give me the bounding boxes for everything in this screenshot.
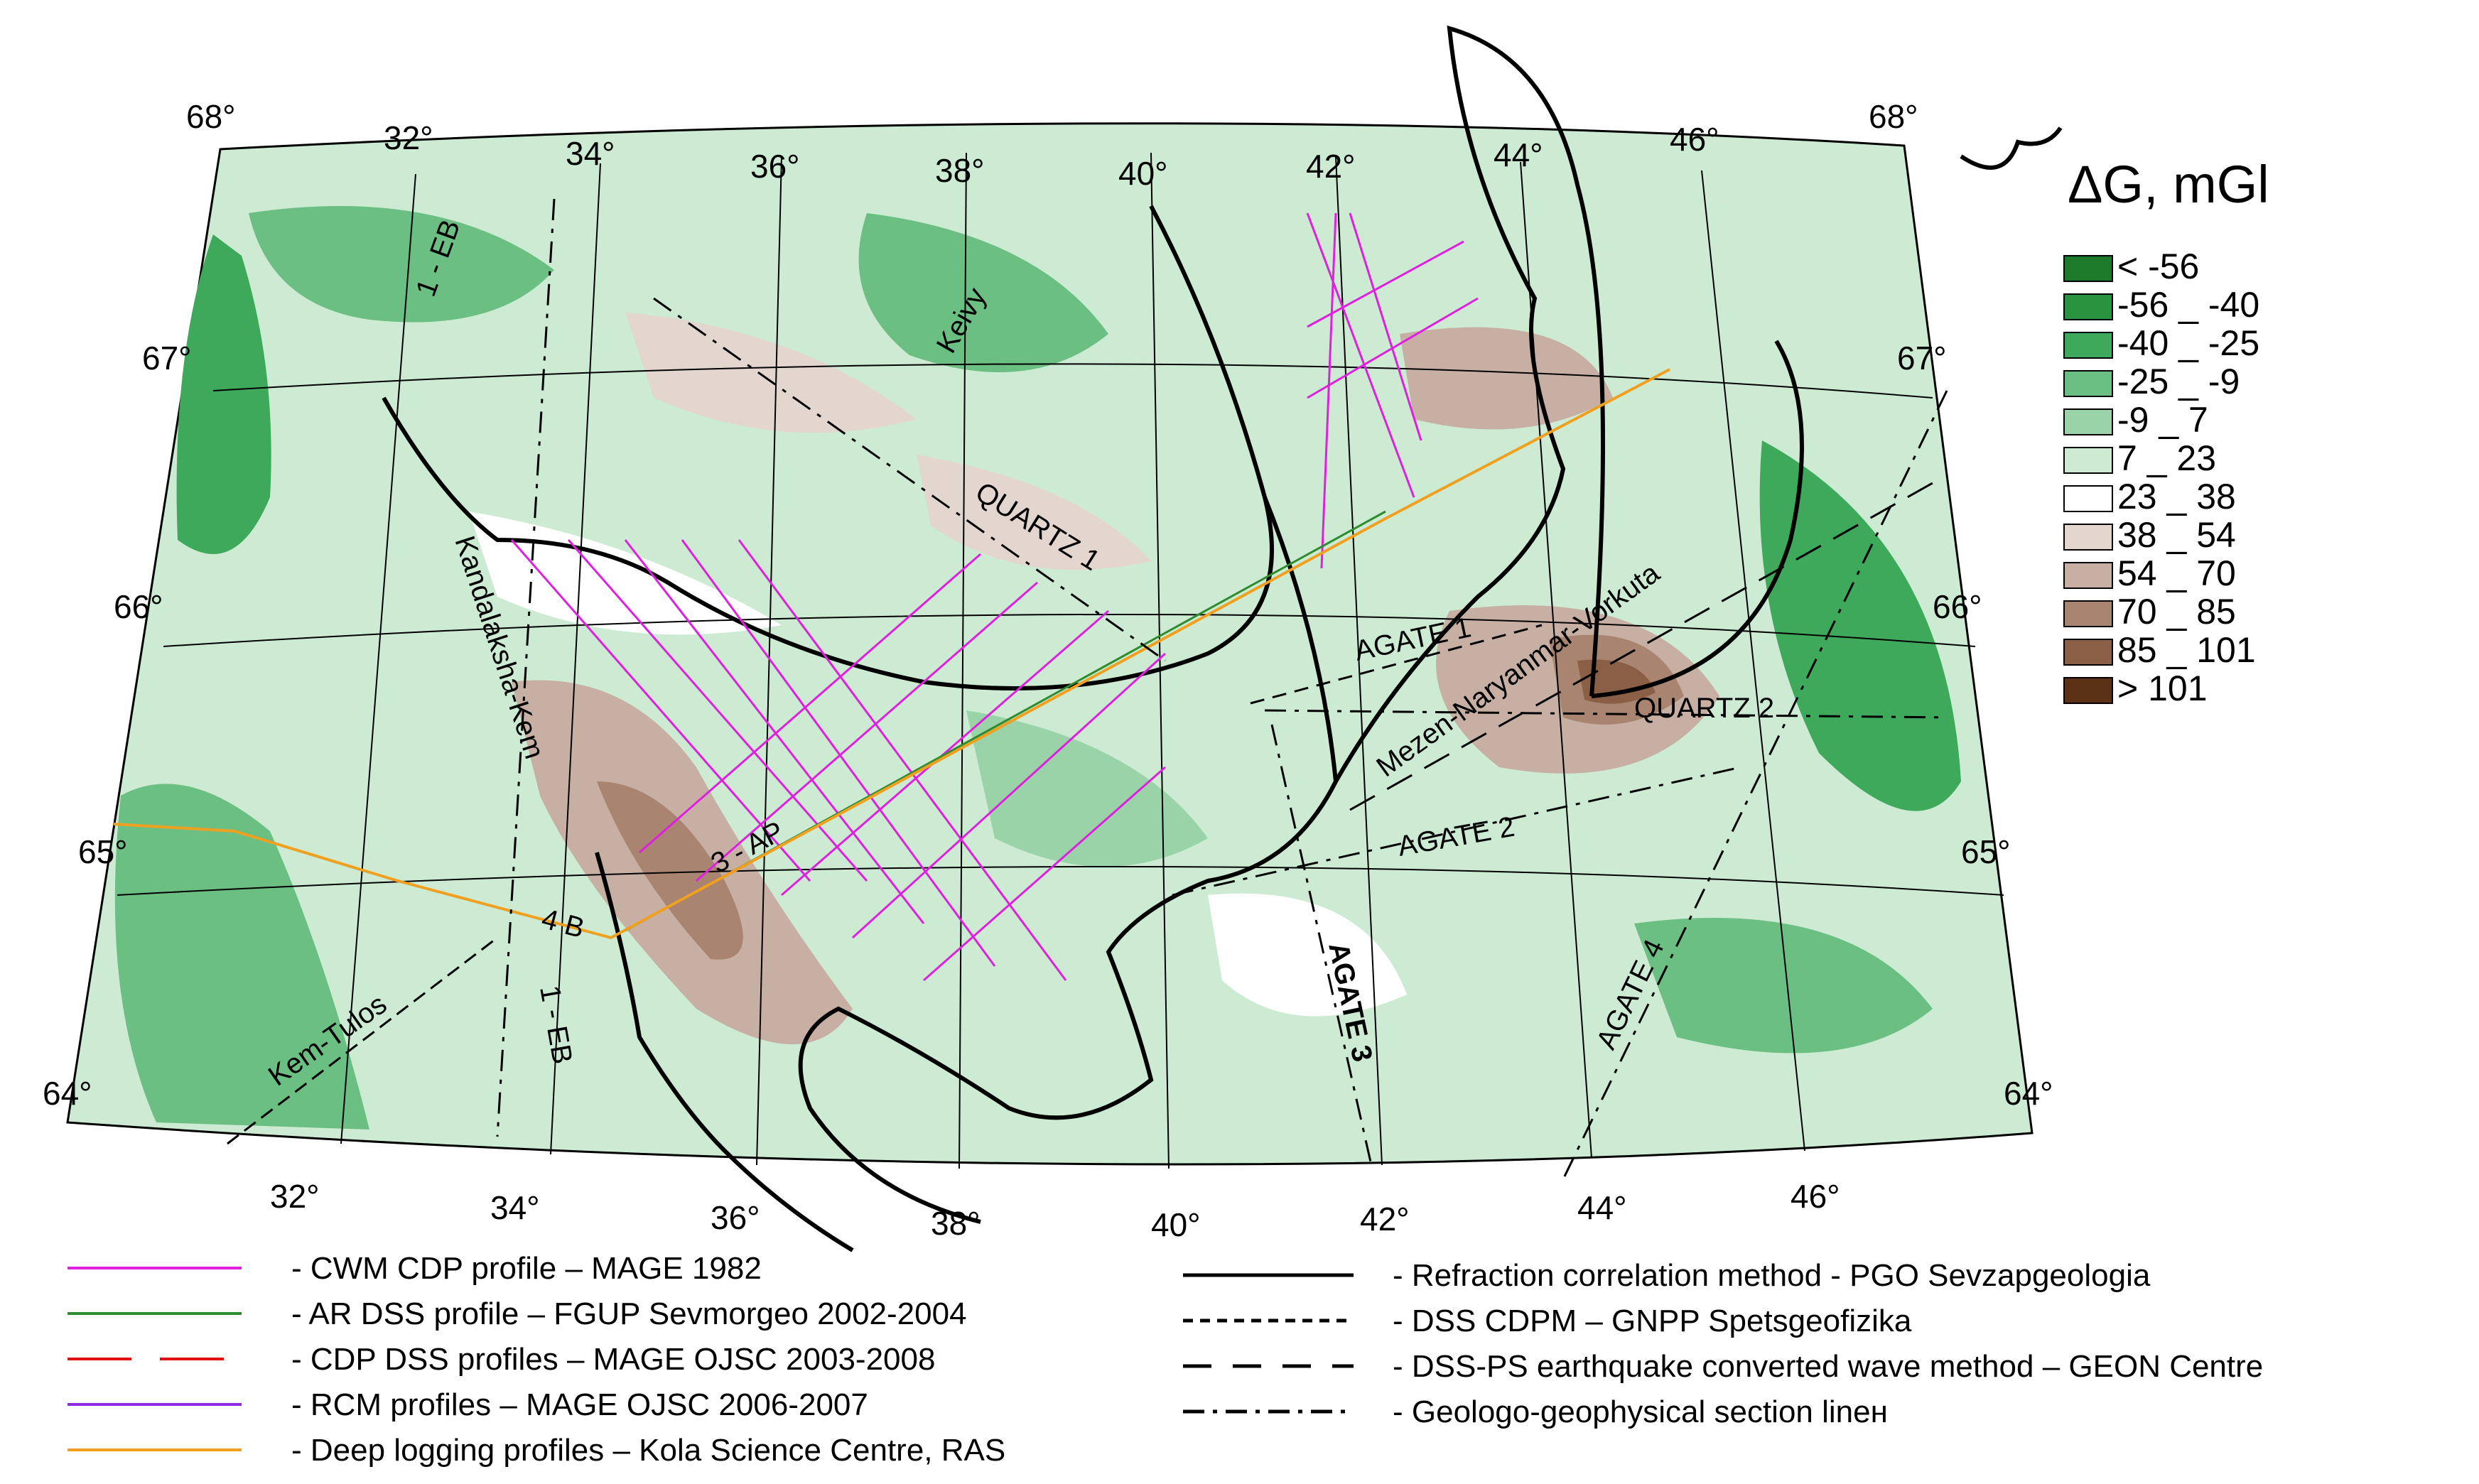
legend-label-6: 23 _ 38 xyxy=(2117,477,2236,516)
legend-swatch-2 xyxy=(2063,332,2113,359)
top-lon-label-4: 38° xyxy=(935,152,985,189)
legend-label-10: 85 _ 101 xyxy=(2117,630,2256,670)
legend-swatch-1 xyxy=(2063,293,2113,320)
bottom-lon-label-6: 44° xyxy=(1577,1189,1627,1226)
legend-label-3: -25 _ -9 xyxy=(2117,362,2240,401)
right-lat-label-0: 67° xyxy=(1897,340,1947,377)
quartz-2-line xyxy=(1264,709,1948,719)
quartz-1-line xyxy=(653,297,1166,662)
top-lon-label-6: 42° xyxy=(1306,148,1356,185)
bottom-lon-label-5: 42° xyxy=(1360,1201,1410,1237)
bottom-lon-label-7: 46° xyxy=(1791,1178,1840,1215)
legend-swatch-8 xyxy=(2063,562,2113,589)
deep-logging-profile xyxy=(113,368,1670,940)
profile-label-quartz-2: QUARTZ 2 xyxy=(1634,693,1774,724)
legend-title: ΔG, mGl xyxy=(2068,155,2269,214)
legend-label-11: > 101 xyxy=(2117,668,2208,708)
bottom-lon-label-2: 36° xyxy=(711,1199,760,1236)
legend-swatch-11 xyxy=(2063,677,2113,704)
profile-legend-right-label-2: - DSS-PS earthquake converted wave metho… xyxy=(1393,1349,2263,1384)
profile-legend: - CWM CDP profile – MAGE 1982 - AR DSS pr… xyxy=(67,1251,2263,1468)
graticule-labels: 68° 32° 34° 36° 38° 40° 42° 44° 46° 68° … xyxy=(43,98,2053,1243)
top-lon-label-1: 32° xyxy=(384,119,433,156)
left-lat-label-1: 66° xyxy=(114,588,163,625)
bottom-lon-label-3: 38° xyxy=(931,1205,981,1242)
graticule xyxy=(117,152,2004,1169)
top-lon-label-8: 46° xyxy=(1670,121,1719,158)
legend-label-7: 38 _ 54 xyxy=(2117,515,2236,555)
gravity-legend: ΔG, mGl < -56-56 _ -40-40 _ -25-25 _ -9-… xyxy=(2063,155,2269,708)
bottom-lon-label-0: 32° xyxy=(270,1178,320,1215)
survey-profiles xyxy=(113,198,1948,1180)
legend-label-4: -9 _ 7 xyxy=(2117,400,2208,440)
coastlines xyxy=(382,25,2063,1252)
agate-2-line xyxy=(1172,766,1741,897)
legend-label-2: -40 _ -25 xyxy=(2117,323,2259,363)
agate-1-line xyxy=(1250,624,1543,705)
top-lon-label-0: 68° xyxy=(186,98,236,135)
legend-swatch-4 xyxy=(2063,408,2113,435)
profile-legend-left: - CWM CDP profile – MAGE 1982 - AR DSS pr… xyxy=(67,1251,1005,1468)
left-lat-label-3: 64° xyxy=(43,1075,92,1112)
top-lon-label-3: 36° xyxy=(750,148,800,185)
legend-label-9: 70 _ 85 xyxy=(2117,592,2236,632)
profile-legend-left-label-4: - Deep logging profiles – Kola Science C… xyxy=(291,1433,1005,1468)
top-lon-label-2: 34° xyxy=(566,135,615,172)
left-lat-label-0: 67° xyxy=(142,340,192,377)
legend-swatch-6 xyxy=(2063,485,2113,512)
bottom-lon-label-1: 34° xyxy=(490,1189,540,1226)
legend-swatch-9 xyxy=(2063,600,2113,627)
agate-3-line xyxy=(1270,724,1373,1166)
legend-swatch-0 xyxy=(2063,255,2113,282)
top-lon-label-9: 68° xyxy=(1869,98,1918,135)
right-lat-label-2: 65° xyxy=(1961,833,2011,870)
legend-label-1: -56 _ -40 xyxy=(2117,285,2259,325)
profile-legend-right: - Refraction correlation method - PGO Se… xyxy=(1183,1258,2263,1429)
legend-classes: < -56-56 _ -40-40 _ -25-25 _ -9-9 _ 77 _… xyxy=(2063,247,2259,708)
profile-legend-right-label-0: - Refraction correlation method - PGO Se… xyxy=(1393,1258,2151,1293)
anomaly-fields xyxy=(114,206,1961,1130)
legend-label-5: 7 _ 23 xyxy=(2117,438,2216,478)
agate-4-line xyxy=(1562,390,1948,1180)
mezen-line xyxy=(1349,482,1933,811)
top-lon-label-7: 44° xyxy=(1494,136,1543,173)
legend-swatch-3 xyxy=(2063,370,2113,397)
legend-swatch-5 xyxy=(2063,447,2113,474)
right-lat-label-1: 66° xyxy=(1933,588,1982,625)
profile-legend-left-label-0: - CWM CDP profile – MAGE 1982 xyxy=(291,1251,762,1286)
profile-legend-right-label-3: - Geologo-geophysical section linен xyxy=(1393,1394,1888,1429)
eb-line xyxy=(496,198,556,1137)
bottom-lon-label-4: 40° xyxy=(1151,1206,1201,1243)
left-lat-label-2: 65° xyxy=(78,833,128,870)
profile-legend-left-label-2: - CDP DSS profiles – MAGE OJSC 2003-2008 xyxy=(291,1342,935,1377)
legend-label-0: < -56 xyxy=(2117,247,2199,286)
profile-legend-left-label-3: - RCM profiles – MAGE OJSC 2006-2007 xyxy=(291,1387,868,1422)
legend-swatch-10 xyxy=(2063,639,2113,666)
profile-legend-left-label-1: - AR DSS profile – FGUP Sevmorgeo 2002-2… xyxy=(291,1296,967,1331)
right-lat-label-3: 64° xyxy=(2004,1075,2053,1112)
kem-tulos-line xyxy=(227,936,498,1145)
profile-legend-right-label-1: - DSS CDPM – GNPP Spetsgeofizika xyxy=(1393,1304,1912,1338)
top-lon-label-5: 40° xyxy=(1118,155,1168,192)
legend-label-8: 54 _ 70 xyxy=(2117,553,2236,593)
legend-swatch-7 xyxy=(2063,524,2113,551)
